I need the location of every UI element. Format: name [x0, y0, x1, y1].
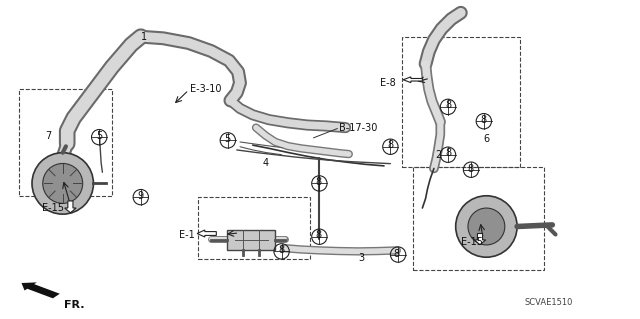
FancyArrow shape: [65, 201, 76, 213]
Text: 8: 8: [387, 140, 394, 150]
FancyArrow shape: [403, 77, 422, 83]
Ellipse shape: [456, 196, 517, 257]
Text: E-15: E-15: [42, 203, 63, 213]
Text: 8: 8: [394, 249, 400, 259]
Text: E-3-10: E-3-10: [190, 84, 221, 94]
Text: B-17-30: B-17-30: [339, 122, 378, 133]
Text: 8: 8: [445, 100, 451, 110]
Text: SCVAE1510: SCVAE1510: [525, 298, 573, 307]
Text: 8: 8: [316, 230, 322, 240]
Text: 5: 5: [96, 130, 102, 141]
FancyArrow shape: [197, 230, 216, 237]
Text: 5: 5: [224, 134, 230, 144]
FancyArrow shape: [474, 234, 486, 245]
Text: 8: 8: [480, 115, 486, 125]
Text: 6: 6: [483, 134, 490, 144]
Text: FR.: FR.: [64, 300, 84, 310]
Text: 4: 4: [262, 158, 269, 168]
Text: 7: 7: [45, 130, 51, 141]
Ellipse shape: [32, 153, 93, 214]
Text: 8: 8: [278, 245, 285, 256]
Text: E-8: E-8: [380, 78, 396, 88]
Bar: [19, 89, 112, 196]
Text: 8: 8: [467, 164, 474, 174]
Bar: [227, 230, 275, 250]
Text: 3: 3: [358, 253, 365, 263]
Text: E-1: E-1: [179, 230, 195, 241]
Text: 8: 8: [316, 177, 322, 188]
Text: 9: 9: [138, 191, 144, 201]
FancyArrow shape: [22, 282, 60, 298]
Ellipse shape: [43, 163, 83, 204]
Bar: [198, 197, 310, 259]
Ellipse shape: [468, 208, 505, 245]
Bar: [402, 37, 520, 167]
Text: 8: 8: [445, 148, 451, 158]
Text: 2: 2: [435, 150, 442, 160]
Text: E-15: E-15: [461, 237, 483, 247]
Bar: [413, 167, 544, 270]
Text: 1: 1: [141, 32, 147, 42]
